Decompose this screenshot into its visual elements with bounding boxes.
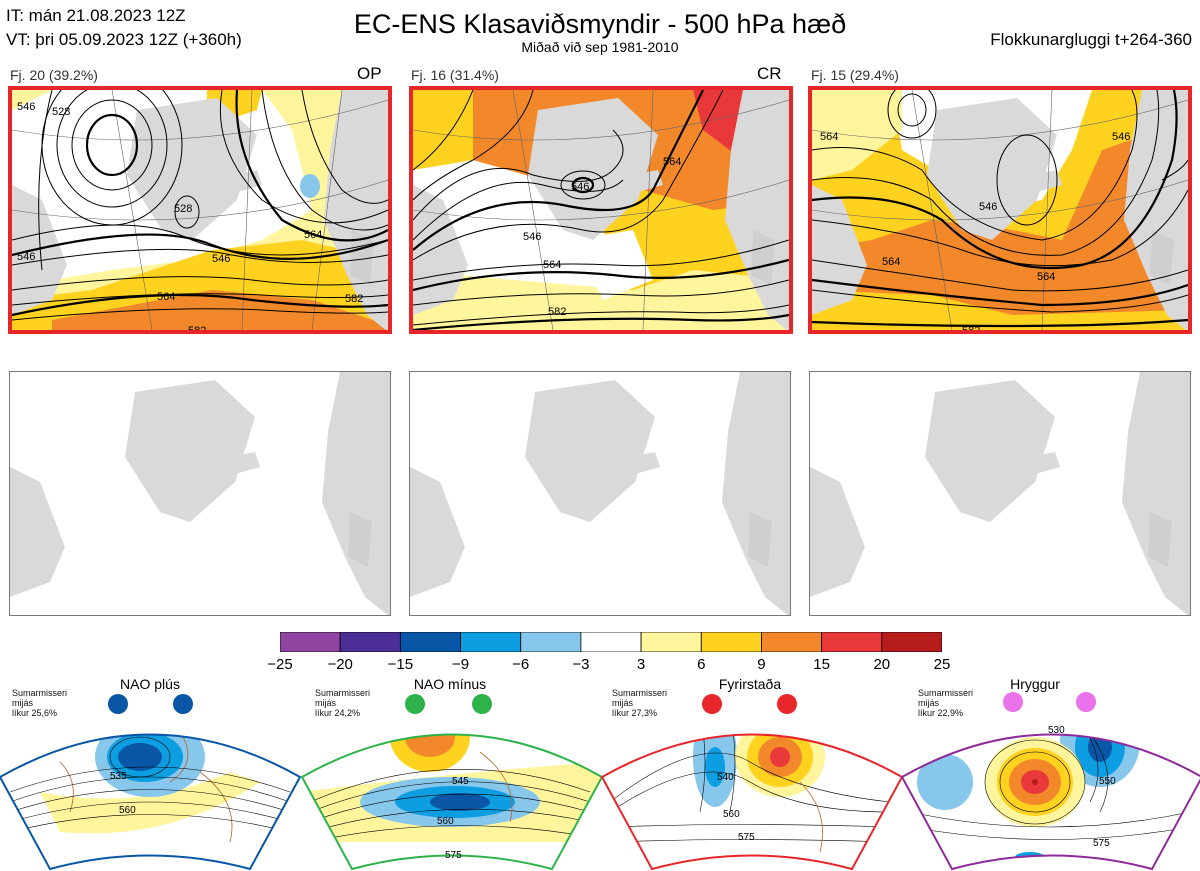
- contour-label: 528: [52, 106, 70, 118]
- empty-map-1: [9, 371, 391, 616]
- page-subtitle: Miðað við sep 1981-2010: [521, 39, 679, 55]
- regime-contour-label: 560: [437, 816, 454, 827]
- colorbar-segment: [761, 631, 823, 653]
- colorbar-tick-label: −20: [327, 656, 353, 673]
- colorbar-segment: [339, 631, 401, 653]
- contour-label: 582: [548, 306, 566, 318]
- cluster-3-label: Fj. 15 (29.4%): [811, 67, 899, 83]
- contour-label: 546: [523, 231, 541, 243]
- regime-contour-label: 550: [1099, 776, 1116, 787]
- contour-label: 528: [174, 203, 192, 215]
- contour-label: 564: [1037, 271, 1055, 283]
- classification-window: Flokkunargluggi t+264-360: [990, 30, 1192, 49]
- cluster-3-map: 564 546 564 564 582 546: [808, 86, 1192, 334]
- regime-nao-minus: [300, 694, 604, 871]
- colorbar-tick-label: 15: [813, 656, 830, 673]
- regime-1-info: Sumarmisseri mijás líkur 25,6%: [12, 688, 68, 718]
- empty-map-3: [809, 371, 1191, 616]
- contour-label: 582: [345, 293, 363, 305]
- regime-contour-label: 540: [717, 772, 734, 783]
- cluster-2-map: 546 564 582 564 546: [409, 86, 793, 334]
- contour-label: 546: [571, 181, 589, 193]
- colorbar-segment: [460, 631, 522, 653]
- contour-label: 564: [543, 259, 561, 271]
- regime-contour-label: 560: [723, 809, 740, 820]
- cluster-1-map: 546 528 528 546 564 582 546 564 582: [8, 86, 392, 334]
- colorbar-tick-label: 9: [757, 656, 766, 673]
- regime-contour-label: 545: [452, 776, 469, 787]
- colorbar-tick-label: 3: [636, 656, 646, 673]
- contour-label: 564: [882, 256, 900, 268]
- cluster-1-tag: OP: [357, 64, 382, 83]
- regime-3-info: Sumarmisseri mijás líkur 27,3%: [612, 688, 668, 718]
- page-title: EC-ENS Klasaviðsmyndir - 500 hPa hæð: [353, 9, 847, 39]
- contour-label: 546: [979, 201, 997, 213]
- regime-contour-label: 530: [1048, 725, 1065, 736]
- contour-label: 564: [304, 229, 322, 241]
- colorbar-tick-label: −6: [512, 656, 530, 673]
- colorbar-tick-label: −15: [387, 656, 414, 673]
- contour-label: 564: [820, 131, 838, 143]
- regime-maps: 535 560 545 560 575 540 560 575 530 550 …: [0, 692, 1200, 871]
- colorbar-segment: [520, 631, 582, 653]
- regime-contour-label: 575: [738, 832, 755, 843]
- initial-time: IT: mán 21.08.2023 12Z: [6, 6, 186, 25]
- colorbar-tick-label: −3: [572, 656, 590, 673]
- regime-3-title: Fyrirstaða: [718, 676, 782, 692]
- colorbar-segment: [640, 631, 702, 653]
- regime-contour-label: 575: [1093, 838, 1110, 849]
- colorbar-tick-label: 20: [873, 656, 891, 673]
- cluster-1-label: Fj. 20 (39.2%): [10, 67, 98, 83]
- cluster-2-tag: CR: [757, 64, 782, 83]
- colorbar: [279, 631, 943, 653]
- colorbar-segment: [279, 631, 341, 653]
- contour-label: 582: [962, 325, 980, 330]
- regime-contour-label: 535: [110, 771, 127, 782]
- regime-ridge: [900, 692, 1200, 871]
- colorbar-tick-label: 25: [933, 656, 951, 673]
- regime-4-info: Sumarmisseri mijás líkur 22,9%: [918, 688, 974, 718]
- contour-label: 564: [157, 291, 175, 303]
- cluster-2-label: Fj. 16 (31.4%): [411, 67, 499, 83]
- regime-contour-label: 560: [119, 805, 136, 816]
- colorbar-segment: [399, 631, 461, 653]
- colorbar-tick-label: −25: [267, 656, 293, 673]
- colorbar-tick-label: 6: [697, 656, 706, 673]
- contour-label: 582: [188, 325, 206, 330]
- empty-map-2: [409, 371, 791, 616]
- regime-contour-label: 575: [445, 850, 462, 861]
- colorbar-tick-label: −9: [451, 656, 470, 673]
- colorbar-segment: [821, 631, 883, 653]
- valid-time: VT: þri 05.09.2023 12Z (+360h): [6, 30, 242, 49]
- contour-label: 546: [17, 251, 35, 263]
- regime-2-info: Sumarmisseri mijás líkur 24,2%: [315, 688, 371, 718]
- regime-2-title: NAO mínus: [413, 676, 487, 692]
- contour-label: 564: [663, 156, 681, 168]
- contour-label: 546: [17, 101, 35, 113]
- contour-label: 546: [1112, 131, 1130, 143]
- regime-1-title: NAO plús: [120, 676, 180, 692]
- regime-nao-plus: [0, 694, 302, 871]
- colorbar-segment: [580, 631, 642, 653]
- colorbar-segment: [700, 631, 762, 653]
- colorbar-segment: [881, 631, 943, 653]
- regime-4-title: Hryggur: [1010, 676, 1060, 692]
- contour-label: 546: [212, 253, 230, 265]
